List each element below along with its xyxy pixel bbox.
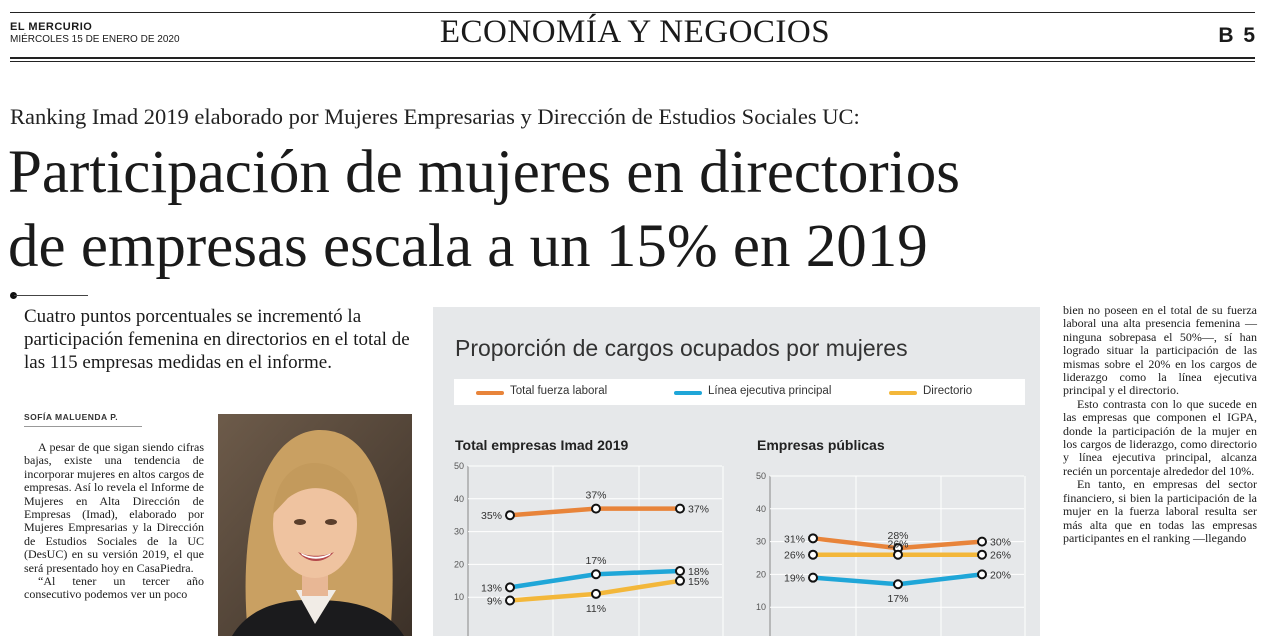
data-label: 13% [481,582,502,594]
data-label: 17% [585,555,606,567]
data-point [675,503,685,514]
data-label: 26% [784,550,805,562]
newspaper-name: EL MERCURIO [10,21,93,33]
y-tick-label: 30 [756,537,766,547]
data-label: 37% [585,490,606,502]
data-point [505,582,515,593]
legend-label: Total fuerza laboral [510,385,608,397]
y-tick-label: 30 [454,527,464,537]
data-label: 9% [487,595,502,607]
y-tick-label: 40 [756,504,766,514]
masthead-rule [10,57,1255,59]
body-column-left: A pesar de que sigan siendo cifras bajas… [24,440,204,602]
legend-swatch-blue [674,391,702,395]
y-tick-label: 20 [756,569,766,579]
y-tick-label: 10 [454,592,464,602]
body-paragraph: “Al tener un tercer año consecutivo pode… [24,574,204,602]
y-tick-label: 20 [454,559,464,569]
y-tick-label: 40 [454,494,464,504]
data-label: 37% [688,504,709,516]
data-label: 35% [481,510,502,522]
data-point [977,569,987,580]
chart-subtitle-total: Total empresas Imad 2019 [455,437,629,453]
body-paragraph: A pesar de que sigan siendo cifras bajas… [24,440,204,575]
section-title: ECONOMÍA Y NEGOCIOS [439,14,831,50]
chart-subtitle-public: Empresas públicas [757,437,885,453]
y-tick-label: 50 [454,461,464,471]
legend-label: Directorio [923,385,973,397]
byline: SOFÍA MALUENDA P. [24,412,119,422]
lead-rule [14,295,88,296]
data-point [505,510,515,521]
data-point [591,503,601,514]
byline-rule [24,426,142,427]
y-tick-label: 50 [756,471,766,481]
page-number: B 5 [1218,24,1257,47]
body-paragraph: En tanto, en empresas del sector financi… [1063,477,1257,545]
issue-date: MIÉRCOLES 15 DE ENERO DE 2020 [10,34,180,45]
data-label: 18% [688,566,709,578]
data-label: 17% [887,593,908,605]
body-paragraph: Esto contrasta con lo que sucede en las … [1063,396,1257,478]
data-point [675,565,685,576]
data-label: 26% [990,550,1011,562]
legend-swatch-yellow [889,391,917,395]
data-point [505,595,515,606]
portrait-photo [218,414,412,636]
data-label: 11% [586,603,606,615]
data-point [675,575,685,586]
body-paragraph: bien no poseen en el total de su fuerza … [1063,303,1257,398]
data-point [808,572,818,583]
legend-swatch-orange [476,391,504,395]
data-point [591,569,601,580]
data-point [591,588,601,599]
y-tick-label: 10 [756,602,766,612]
data-label: 20% [990,569,1011,581]
lead-paragraph: Cuatro puntos porcentuales se incrementó… [24,306,410,373]
chart-title: Proporción de cargos ocupados por mujere… [455,335,908,361]
data-label: 30% [990,537,1011,549]
data-point [808,533,818,544]
data-label: 28% [887,530,908,542]
kicker: Ranking Imad 2019 elaborado por Mujeres … [10,104,860,129]
legend-label: Línea ejecutiva principal [708,385,832,397]
masthead-rule-thin [10,61,1255,62]
headline-line-1: Participación de mujeres en directorios [8,139,960,206]
lead-bullet [10,292,17,299]
data-label: 19% [784,573,805,585]
chart-legend [454,379,1025,405]
data-label: 26% [887,539,908,551]
top-rule [10,12,1255,13]
data-point [977,549,987,560]
data-point [893,579,903,590]
data-point [977,536,987,547]
data-point [893,549,903,560]
data-label: 15% [688,576,709,588]
headline: Participación de mujeres en directorios … [8,136,1088,284]
body-column-right: bien no poseen en el total de su fuerza … [1063,303,1257,545]
data-label: 31% [784,533,805,545]
headline-line-2: de empresas escala a un 15% en 2019 [8,213,928,280]
data-point [808,549,818,560]
